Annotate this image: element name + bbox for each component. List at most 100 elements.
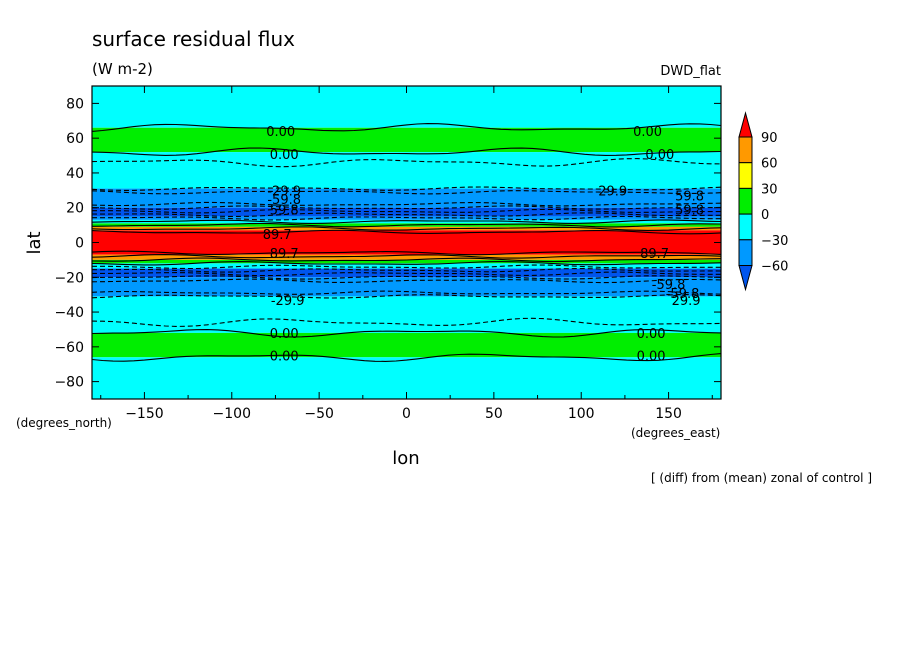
contour-label-11: 89.7 [640, 247, 669, 262]
band-16 [92, 332, 721, 358]
y-axis-units: (degrees_north) [16, 416, 112, 430]
band-10 [92, 254, 721, 260]
y-tick-label-7: 60 [66, 131, 84, 147]
x-axis-label: lon [392, 448, 419, 469]
y-tick-label-6: 40 [66, 166, 84, 182]
band-2 [92, 152, 721, 189]
band-9 [92, 230, 721, 255]
colorbar-label-4: −30 [761, 234, 788, 249]
contour-line-4 [91, 190, 722, 195]
x-axis: −150 −100 −50 0 50 100 150 [100, 86, 713, 422]
contour-line-27 [91, 353, 722, 362]
colorbar-segment-4 [738, 213, 753, 241]
colorbar-segment-0 [738, 111, 753, 138]
band-1 [92, 127, 721, 153]
contour-line-2 [91, 158, 722, 168]
contour-label-1: 0.00 [633, 125, 662, 140]
band-5 [92, 216, 721, 220]
chart-dataset-label: DWD_flat [660, 64, 721, 79]
colorbar-label-2: 30 [761, 182, 778, 197]
x-tick-label-4: 50 [485, 406, 503, 422]
colorbar-segment-5 [738, 239, 753, 267]
contour-line-20 [92, 271, 721, 277]
chart-units: (W m-2) [92, 60, 153, 78]
contour-label-18: 0.00 [637, 327, 666, 342]
contour-line-5 [91, 201, 722, 207]
contour-line-9 [92, 215, 721, 221]
colorbar-label-3: 0 [761, 208, 769, 223]
footnote: [ (diff) from (mean) zonal of control ] [651, 471, 872, 485]
contour-label-6: -59.8 [267, 193, 301, 208]
contour-line-24 [91, 294, 722, 299]
contour-label-0: 0.00 [266, 125, 295, 140]
contour-label-4: -29.9 [267, 184, 301, 199]
x-tick-label-3: 0 [402, 406, 411, 422]
colorbar-segment-3 [738, 187, 753, 215]
contour-labels: 0.00 0.000.00 0.00-29.9 29.9-59.8 59.859.8 59… [263, 125, 704, 364]
band-15 [92, 296, 721, 333]
contour-line-26 [91, 329, 722, 338]
y-tick-label-0: −80 [54, 375, 84, 391]
band-8 [92, 226, 721, 231]
band-11 [92, 259, 721, 264]
contour-line-16 [91, 257, 722, 263]
plot-area [92, 86, 721, 399]
band-6 [92, 219, 721, 224]
colorbar-label-1: 60 [761, 157, 778, 172]
contour-line-14 [91, 250, 722, 256]
contour-label-19: 0.00 [270, 350, 299, 365]
y-tick-label-8: 80 [66, 96, 84, 112]
contour-label-15: -29.9 [271, 294, 305, 309]
contour-label-9: 59.8 [675, 203, 704, 218]
colorbar-segment-1 [738, 136, 753, 164]
contour-label-8: 59.8 [270, 203, 299, 218]
contour-line-17 [91, 261, 722, 266]
contour-line-21 [91, 275, 722, 280]
contour-label-17: 0.00 [270, 327, 299, 342]
y-tick-label-4: 0 [75, 236, 84, 252]
contour-line-6 [91, 205, 722, 210]
contour-line-13 [91, 229, 722, 235]
contour-label-16: 29.9 [672, 294, 701, 309]
contour-line-12 [91, 226, 722, 231]
contour-line-7 [92, 208, 721, 214]
contour-line-1 [91, 147, 722, 156]
contour-line-25 [91, 317, 722, 327]
contour-line-3 [91, 186, 722, 191]
contour-line-11 [91, 222, 722, 228]
colorbar-label-0: 90 [761, 131, 778, 146]
contour-line-15 [91, 254, 722, 259]
y-tick-label-2: −40 [54, 305, 84, 321]
y-tick-label-1: −60 [54, 340, 84, 356]
colorbar-segment-6 [738, 265, 753, 292]
colorbar-label-5: −60 [761, 260, 788, 275]
contour-label-20: 0.00 [637, 350, 666, 365]
contour-line-23 [91, 290, 722, 295]
contour-line-18 [92, 264, 721, 270]
x-tick-label-2: −50 [304, 406, 334, 422]
x-tick-label-1: −100 [213, 406, 251, 422]
contour-label-14: -59.8 [666, 287, 700, 302]
contour-label-3: 0.00 [645, 148, 674, 163]
contour-line-0 [91, 123, 722, 132]
contour-label-2: 0.00 [270, 148, 299, 163]
y-tick-label-3: −20 [54, 270, 84, 286]
y-axis-label: lat [24, 231, 45, 254]
contour-label-13: -59.8 [652, 278, 686, 293]
contour-lines [91, 123, 722, 362]
colorbar-legend: 90 60 30 0 −30 −60 [738, 111, 788, 292]
x-tick-label-0: −150 [125, 406, 163, 422]
contour-label-7: 59.8 [675, 190, 704, 205]
band-12 [92, 263, 721, 269]
y-tick-label-5: 20 [66, 201, 84, 217]
x-axis-units: (degrees_east) [631, 426, 720, 440]
contour-label-10: 89.7 [263, 228, 292, 243]
contour-line-22 [91, 278, 722, 284]
chart-title: surface residual flux [92, 27, 295, 51]
contour-line-8 [91, 212, 721, 217]
x-tick-label-5: 100 [568, 406, 595, 422]
contour-line-10 [91, 219, 722, 224]
contour-label-12: 89.7 [270, 247, 299, 262]
colorbar-segment-2 [738, 162, 753, 189]
